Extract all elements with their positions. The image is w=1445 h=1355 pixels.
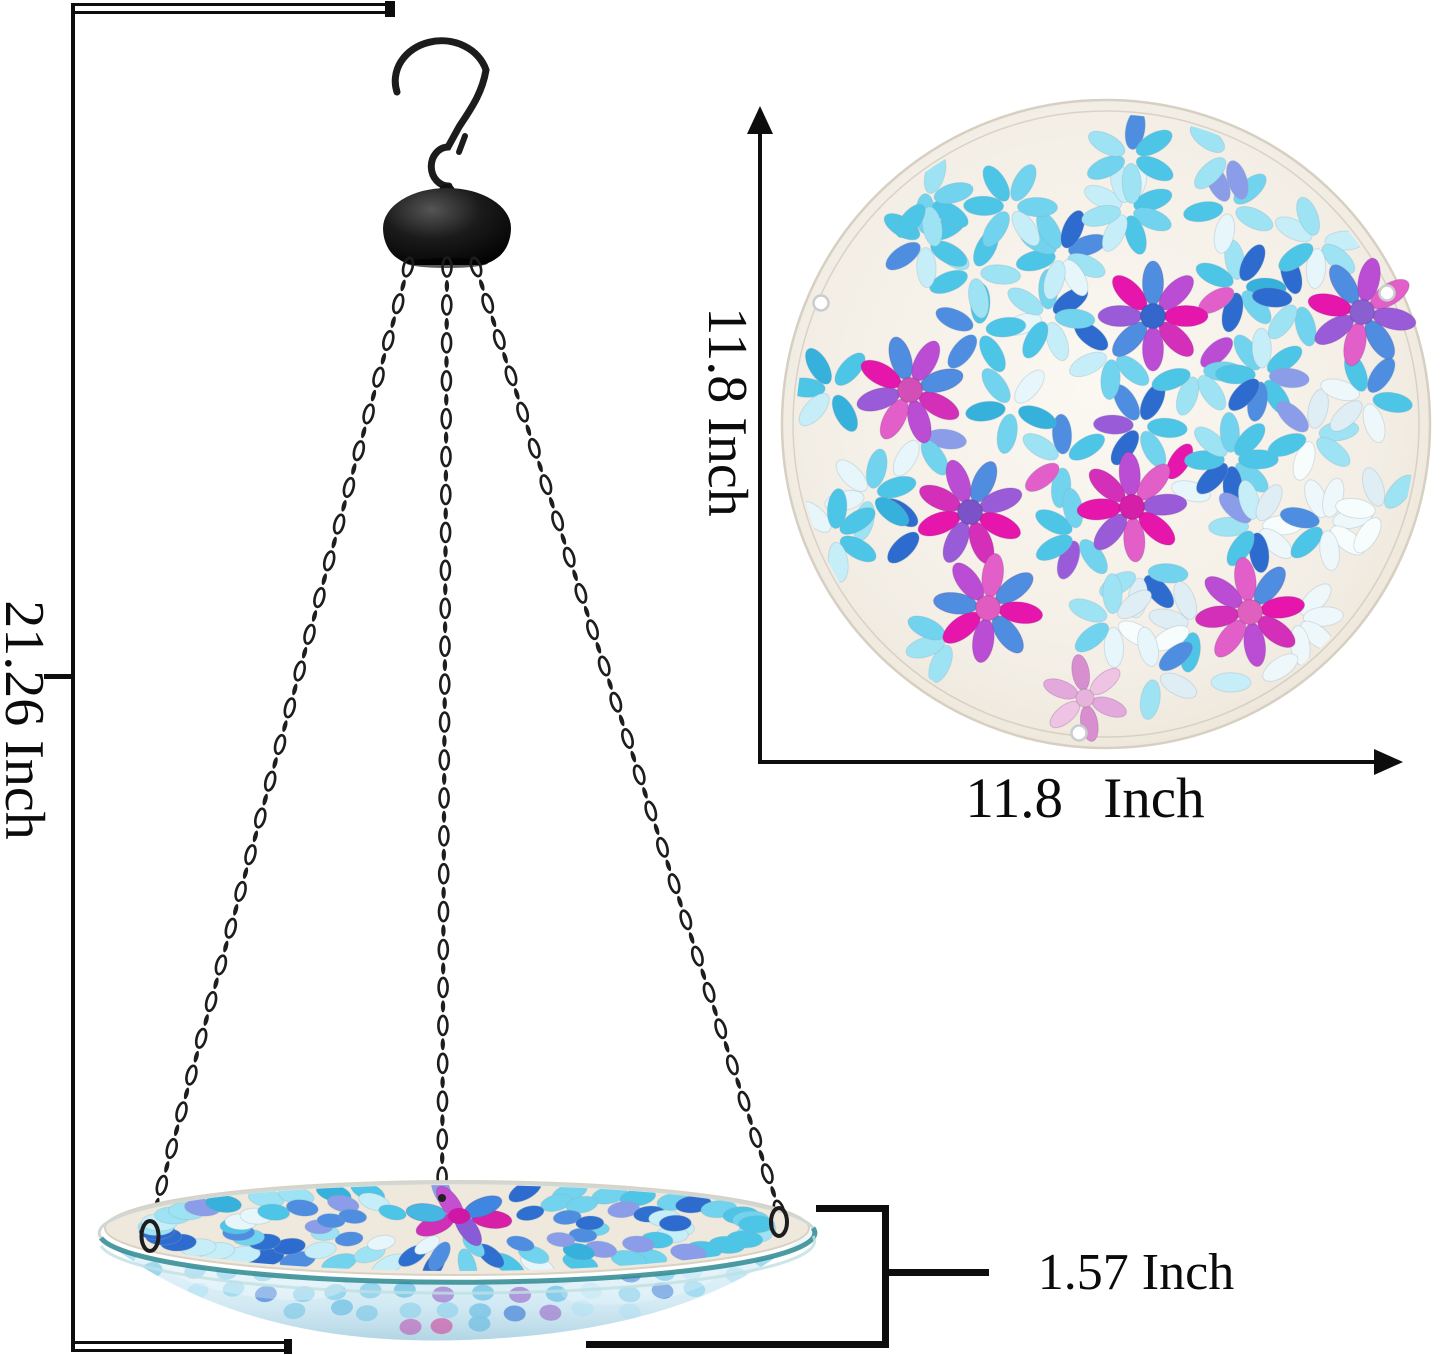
left-chain-hook-icon <box>139 1219 161 1253</box>
plate-hanging-holes <box>812 284 1396 742</box>
center-chain-hole <box>438 1194 446 1202</box>
cap-bottom-edge <box>406 258 488 268</box>
bowl-back-rim-edge <box>97 1181 815 1239</box>
plate-inner-lip <box>792 110 1420 738</box>
depth-mid-tick <box>889 1269 989 1276</box>
hanging-bird-feeder <box>97 37 818 1341</box>
s-hook-icon <box>391 37 490 190</box>
right-chain-hook-icon <box>769 1206 789 1238</box>
depth-vertical-line <box>882 1205 889 1348</box>
plate-width-label: 11.8 Inch <box>965 767 1205 830</box>
height-dimension-mid-tick <box>44 674 73 679</box>
bowl-depth-dimension-bracket <box>586 1205 989 1348</box>
plate-height-label: 11.8 Inch <box>696 307 758 517</box>
hanging-cap <box>383 188 511 265</box>
height-dimension-bottom-endcap <box>284 1339 292 1354</box>
overall-height-dimension-bracket <box>44 1 395 1354</box>
hanging-chains <box>145 256 786 1233</box>
right-arrow-icon <box>1374 749 1403 775</box>
plate-top-view <box>780 98 1432 750</box>
height-dimension-top-endcap <box>385 1 395 17</box>
plate-dimension-lines <box>747 106 1403 775</box>
up-arrow-icon <box>747 106 773 134</box>
height-dimension-top-line-2 <box>73 11 391 14</box>
bowl-rim-mosaic-petals <box>137 1185 777 1271</box>
bowl-front-glass-highlight <box>99 1235 817 1295</box>
plate-width-line <box>758 760 1380 764</box>
mosaic-bowl <box>97 1180 818 1341</box>
depth-top-line <box>816 1205 888 1212</box>
s-hook-tip <box>456 133 468 155</box>
depth-bottom-line <box>586 1341 889 1348</box>
height-dimension-bottom-line-2 <box>73 1349 289 1352</box>
bowl-front-glass-rim <box>99 1226 818 1285</box>
plate-height-line <box>758 128 762 762</box>
height-dimension-top-line <box>73 3 391 6</box>
height-dimension-bottom-line <box>73 1341 289 1344</box>
plate-pink-flowers <box>856 257 1417 742</box>
bowl-depth-label: 1.57 Inch <box>1037 1244 1235 1301</box>
overall-height-label: 21.26 Inch <box>0 600 55 840</box>
bowl-pink-flower <box>405 1185 513 1247</box>
plate-mosaic-petals <box>796 114 1415 720</box>
